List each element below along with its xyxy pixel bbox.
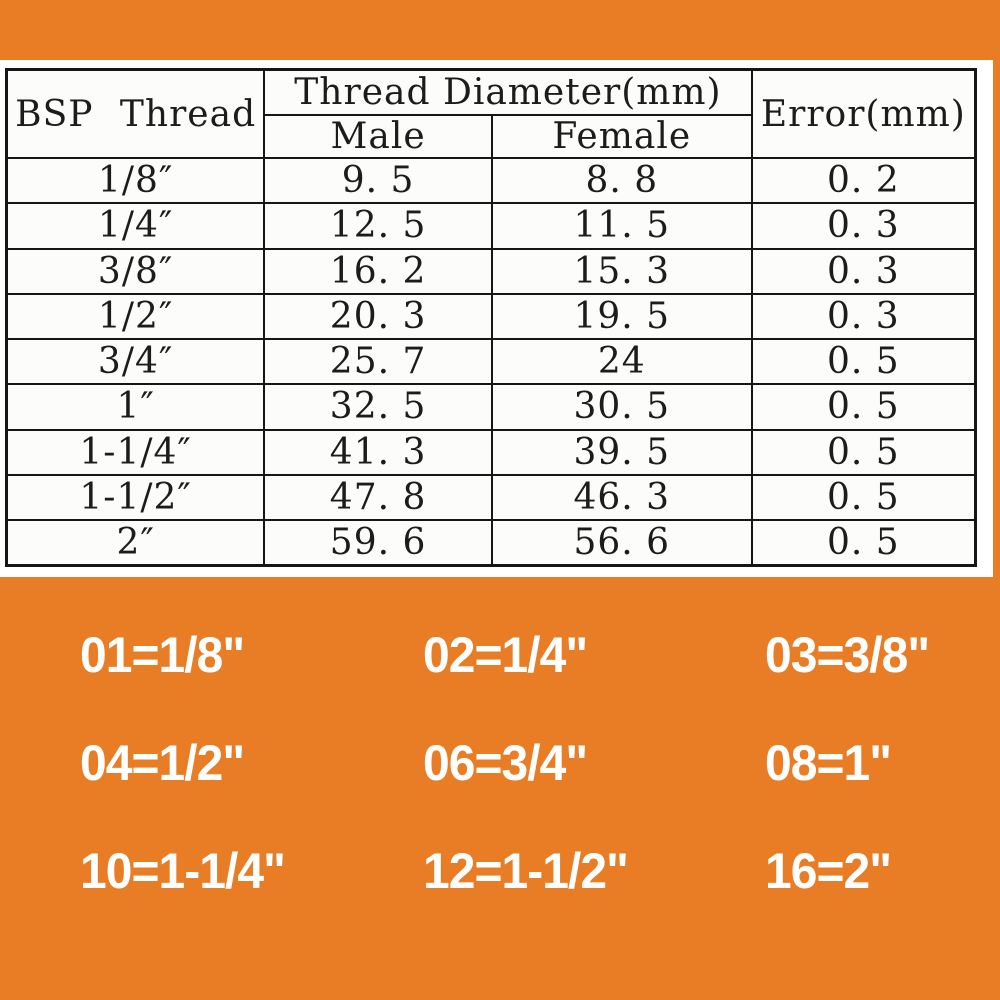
male-subheader: Male [263,113,493,160]
error-cell: 0. 3 [750,292,977,341]
table-header-row-1: BSP Thread Thread Diameter(mm) Error(mm) [5,68,977,160]
size-cell: 3/8″ [5,247,266,295]
size-cell: 1/8″ [5,157,266,205]
size-cell: 1-1/2″ [5,473,266,522]
size-code: 04=1/2" [80,735,245,791]
table-row: 1/2″ 20. 3 19. 5 0. 3 [5,292,977,341]
error-cell: 0. 5 [750,338,977,386]
size-code-row: 04=1/2" 06=3/4" 08=1" [0,713,1000,813]
table-row: 1-1/2″ 47. 8 46. 3 0. 5 [5,473,977,522]
female-subheader: Female [490,113,753,160]
size-code: 06=3/4" [423,735,588,791]
male-cell: 20. 3 [263,292,493,341]
female-cell: 30. 5 [490,383,753,431]
error-cell: 0. 3 [750,247,977,295]
size-cell: 1″ [5,383,266,431]
size-code-row: 10=1-1/4" 12=1-1/2" 16=2" [0,821,1000,921]
female-cell: 46. 3 [490,473,753,522]
size-cell: 1/4″ [5,202,266,250]
female-cell: 11. 5 [490,202,753,250]
size-code: 10=1-1/4" [80,843,286,899]
error-header: Error(mm) [750,68,977,160]
table-row: 1/4″ 12. 5 11. 5 0. 3 [5,202,977,250]
size-code: 12=1-1/2" [423,843,629,899]
size-code: 03=3/8" [765,627,930,683]
size-code: 16=2" [765,843,892,899]
male-cell: 41. 3 [263,428,493,476]
table-row: 1″ 32. 5 30. 5 0. 5 [5,383,977,431]
female-cell: 24 [490,338,753,386]
female-cell: 19. 5 [490,292,753,341]
table-header-row-2: Male Female [7,113,976,160]
table-row: 3/8″ 16. 2 15. 3 0. 3 [5,247,977,295]
male-cell: 59. 6 [263,519,493,567]
thread-diameter-header: Thread Diameter(mm) [263,68,753,116]
male-cell: 12. 5 [263,202,493,250]
size-code: 02=1/4" [423,627,588,683]
table-row: 2″ 59. 6 56. 6 0. 5 [5,519,977,567]
error-cell: 0. 2 [750,157,977,205]
table-row: 1-1/4″ 41. 3 39. 5 0. 5 [5,428,977,476]
male-cell: 25. 7 [263,338,493,386]
table-panel: BSP Thread Thread Diameter(mm) Error(mm)… [0,60,993,577]
size-cell: 3/4″ [5,338,266,386]
size-codes-section: 01=1/8" 02=1/4" 03=3/8" 04=1/2" 06=3/4" … [0,577,1000,1000]
male-cell: 9. 5 [263,157,493,205]
error-cell: 0. 5 [750,519,977,567]
size-cell: 2″ [5,519,266,567]
size-cell: 1/2″ [5,292,266,341]
female-cell: 56. 6 [490,519,753,567]
bsp-thread-header: BSP Thread [5,68,266,160]
female-cell: 8. 8 [490,157,753,205]
table-row: 3/4″ 25. 7 24 0. 5 [5,338,977,386]
size-code: 01=1/8" [80,627,245,683]
size-code-row: 01=1/8" 02=1/4" 03=3/8" [0,605,1000,705]
error-cell: 0. 5 [750,383,977,431]
female-cell: 15. 3 [490,247,753,295]
table-row: 1/8″ 9. 5 8. 8 0. 2 [5,157,977,205]
error-cell: 0. 5 [750,428,977,476]
female-cell: 39. 5 [490,428,753,476]
male-cell: 47. 8 [263,473,493,522]
size-cell: 1-1/4″ [5,428,266,476]
error-cell: 0. 5 [750,473,977,522]
male-cell: 32. 5 [263,383,493,431]
male-cell: 16. 2 [263,247,493,295]
size-code: 08=1" [765,735,892,791]
error-cell: 0. 3 [750,202,977,250]
bsp-thread-spec-table: BSP Thread Thread Diameter(mm) Error(mm)… [5,68,977,567]
